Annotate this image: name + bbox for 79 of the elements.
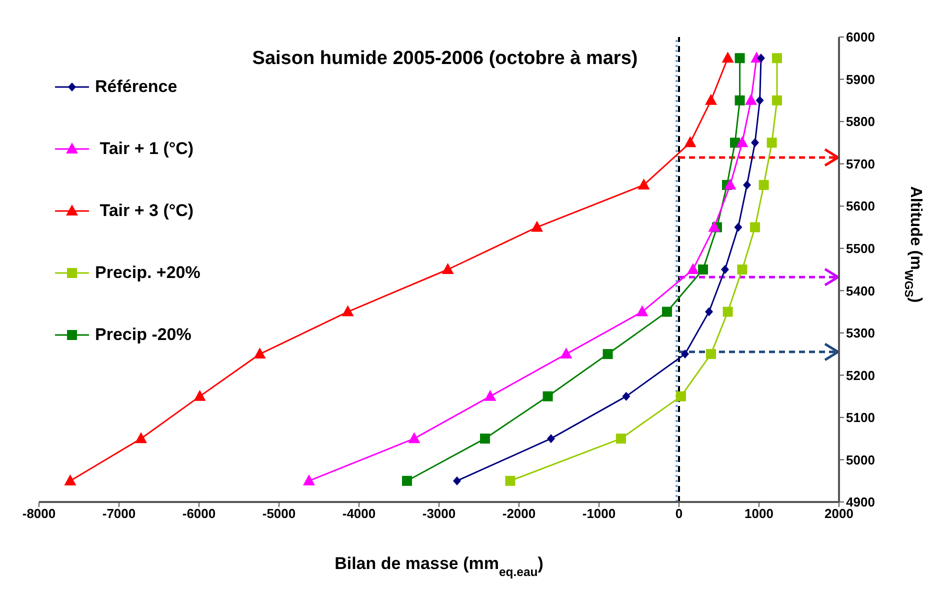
point xyxy=(402,476,412,486)
point xyxy=(734,95,745,106)
point xyxy=(602,349,613,360)
point xyxy=(722,52,734,63)
y-tick-label: 5100 xyxy=(846,410,875,426)
point xyxy=(734,53,745,64)
point xyxy=(708,220,720,232)
y-tick-label: 5400 xyxy=(846,283,875,298)
point xyxy=(480,434,490,444)
x-tick-label: -5000 xyxy=(262,506,296,522)
y-tick-label: 5500 xyxy=(846,240,875,256)
point xyxy=(408,432,420,444)
point xyxy=(722,306,733,317)
x-tick-label: -2000 xyxy=(502,506,536,522)
point xyxy=(758,180,769,190)
point xyxy=(743,180,751,190)
point xyxy=(706,349,716,360)
x-axis-title: Bilan de masse (mm$_{eq.eau}$) xyxy=(334,554,544,579)
point xyxy=(772,53,782,64)
y-tick-label: 5200 xyxy=(846,368,875,383)
point xyxy=(757,54,765,63)
point xyxy=(750,222,760,232)
point xyxy=(766,138,777,148)
x-tick-label: 1000 xyxy=(744,506,774,522)
y-tick-label: 6000 xyxy=(846,30,875,45)
legend-label: Precip. +20% xyxy=(95,263,200,283)
point xyxy=(724,178,736,190)
legend-label: Tair + 3 (°C) xyxy=(98,201,194,221)
x-tick-label: -1000 xyxy=(582,506,616,522)
point xyxy=(453,476,461,486)
x-tick-label: -4000 xyxy=(342,506,376,522)
point xyxy=(254,348,266,359)
x-tick-label: -3000 xyxy=(422,506,456,522)
point xyxy=(705,307,713,316)
point xyxy=(684,136,696,148)
point xyxy=(745,94,757,105)
point xyxy=(772,95,782,106)
point xyxy=(736,136,748,148)
y-tick-label: 5000 xyxy=(846,452,875,468)
x-tick-label: -7000 xyxy=(102,506,136,522)
point xyxy=(638,178,650,190)
point xyxy=(681,350,689,359)
point xyxy=(737,264,748,274)
point xyxy=(751,138,759,148)
point xyxy=(687,263,699,274)
point xyxy=(721,265,729,274)
point xyxy=(560,348,572,359)
y-tick-label: 5300 xyxy=(846,326,875,341)
point xyxy=(756,96,764,105)
point xyxy=(698,264,708,274)
point xyxy=(622,392,630,401)
point xyxy=(505,476,516,486)
point xyxy=(734,222,742,232)
point xyxy=(662,306,672,317)
x-tick-label: -6000 xyxy=(182,506,216,522)
point xyxy=(636,305,648,316)
y-tick-label: 5800 xyxy=(846,114,875,130)
y-tick-label: 5600 xyxy=(846,198,875,214)
point xyxy=(616,434,626,444)
point xyxy=(135,432,147,444)
text: Saison humide 2005-2006 (octobre à mars) xyxy=(252,48,638,69)
point xyxy=(531,220,543,232)
legend-label: Precip -20% xyxy=(95,325,192,345)
point xyxy=(442,263,454,274)
point xyxy=(194,390,206,401)
point xyxy=(547,434,555,444)
point xyxy=(342,305,354,316)
point xyxy=(676,391,686,402)
point xyxy=(484,390,496,401)
x-tick-label: -8000 xyxy=(22,506,56,522)
point xyxy=(64,474,76,486)
y-tick-label: 5700 xyxy=(846,156,875,172)
point xyxy=(705,94,717,105)
legend-label: Référence xyxy=(95,77,178,97)
x-tick-label: 0 xyxy=(675,506,683,522)
y-tick-label: 5900 xyxy=(846,72,875,87)
legend-label: Tair + 1 (°C) xyxy=(98,139,194,159)
point xyxy=(542,391,553,402)
point xyxy=(303,474,315,486)
